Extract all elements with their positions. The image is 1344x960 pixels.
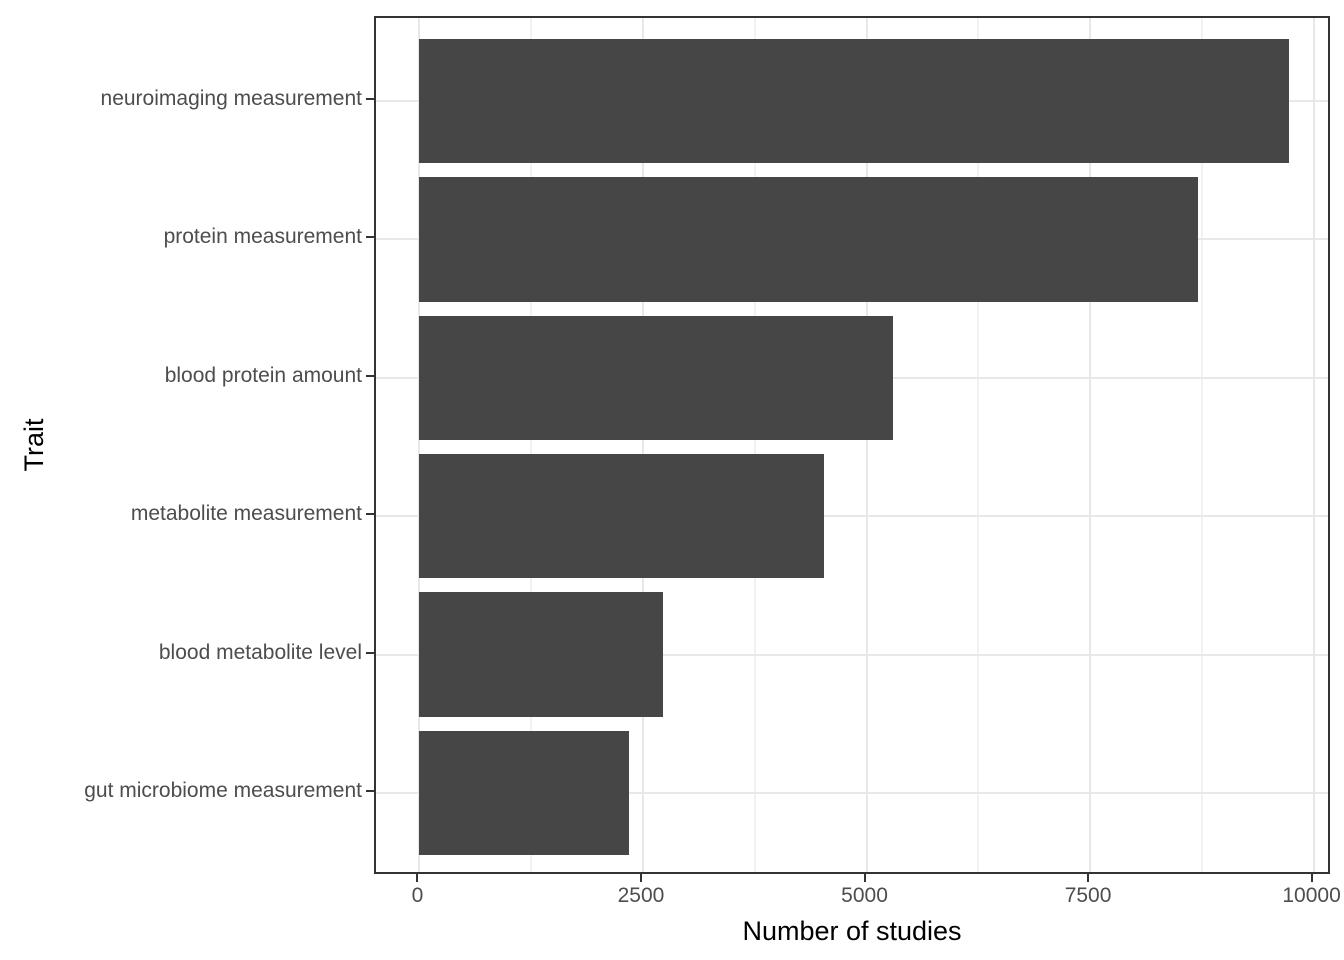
y-tick-label: gut microbiome measurement: [84, 778, 362, 802]
x-tick-label: 2500: [617, 884, 665, 907]
major-gridline-vertical: [1089, 18, 1092, 872]
y-tick-label: neuroimaging measurement: [100, 87, 362, 111]
major-gridline-vertical: [1312, 18, 1315, 872]
x-tick-mark: [1087, 874, 1090, 882]
x-tick-mark: [1310, 874, 1313, 882]
bar: [419, 177, 1199, 302]
x-tick-mark: [416, 874, 419, 882]
y-tick-label: blood protein amount: [164, 363, 362, 387]
major-gridline-horizontal: [376, 653, 1328, 656]
minor-gridline-vertical: [1200, 18, 1203, 872]
y-axis-title: Trait: [19, 418, 49, 472]
bar: [419, 730, 629, 856]
x-tick-label: 5000: [841, 884, 888, 907]
x-tick-label: 7500: [1064, 884, 1112, 907]
major-gridline-vertical: [641, 18, 644, 872]
major-gridline-horizontal: [376, 791, 1328, 794]
major-gridline-horizontal: [376, 515, 1328, 518]
y-tick-mark: [366, 651, 374, 654]
x-axis-title: Number of studies: [742, 916, 962, 946]
y-tick-label: protein measurement: [163, 225, 362, 249]
x-tick-mark: [863, 874, 866, 882]
x-tick-label: 10000: [1282, 884, 1341, 907]
y-tick-mark: [366, 513, 374, 516]
plot-panel: [374, 16, 1330, 874]
minor-gridline-vertical: [977, 18, 980, 872]
x-tick-label: 0: [411, 884, 424, 907]
bar: [419, 315, 894, 441]
y-tick-label: blood metabolite level: [158, 640, 362, 664]
y-tick-mark: [366, 789, 374, 792]
y-tick-mark: [366, 374, 374, 377]
y-tick-mark: [366, 98, 374, 101]
y-tick-mark: [366, 236, 374, 239]
x-tick-mark: [639, 874, 642, 882]
y-tick-label: metabolite measurement: [130, 502, 362, 526]
bar: [419, 38, 1289, 164]
major-gridline-vertical: [865, 18, 868, 872]
bar: [419, 453, 825, 579]
major-gridline-vertical: [418, 18, 421, 872]
minor-gridline-vertical: [753, 18, 756, 872]
bar: [419, 592, 663, 717]
minor-gridline-vertical: [530, 18, 533, 872]
